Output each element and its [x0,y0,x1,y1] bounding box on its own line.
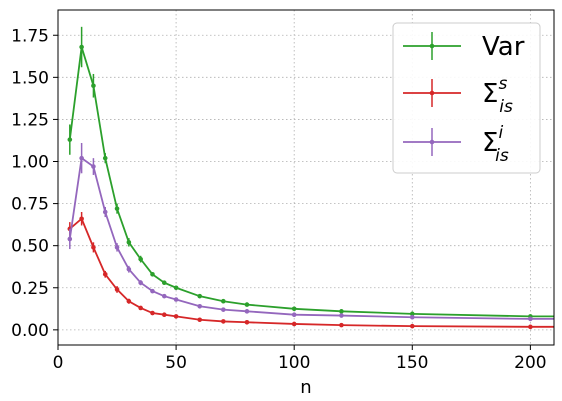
series-0 [67,26,554,319]
data-point [138,256,143,262]
y-tick-label: 1.00 [11,153,49,173]
data-point [114,245,120,250]
legend-label-main: Σ [482,128,498,158]
data-point [173,285,179,291]
data-point [409,314,415,320]
x-axis-label: n [300,377,311,398]
series-2 [67,142,554,322]
x-tick-label: 50 [165,353,187,373]
y-tick-label: 0.00 [11,321,49,341]
x-axis: 0 50 100 150 200 [53,345,547,373]
data-point [150,288,155,294]
plot-frame [57,9,555,346]
data-point [244,302,250,307]
data-point [221,319,226,324]
data-point [197,293,203,299]
legend-label-sub: is [499,97,513,117]
data-point [138,280,143,286]
series-line [68,156,554,320]
series-layer [67,26,554,330]
x-tick-label: 0 [53,353,64,373]
data-point [409,323,415,329]
data-point [102,155,108,161]
y-tick-label: 1.25 [11,110,49,130]
data-point [528,316,533,322]
data-point [161,293,167,299]
data-point [528,324,533,330]
y-tick-label: 1.50 [11,68,49,88]
data-point [150,310,155,316]
legend-label-main: Σ [482,79,498,109]
data-point [67,236,73,242]
series-1 [67,212,554,330]
data-point [161,280,167,286]
series-line [69,217,554,328]
data-point [197,317,203,323]
data-point [339,309,344,314]
data-point [126,240,132,245]
data-point [291,306,297,312]
legend-label: Σi is [482,123,509,166]
y-tick-label: 0.25 [11,279,49,299]
data-point [114,287,120,292]
data-point [150,271,155,277]
data-point [409,311,415,317]
y-tick-label: 0.50 [11,237,49,257]
data-point [221,307,226,312]
data-point [221,298,226,304]
data-point [197,303,203,309]
y-tick-label: 0.75 [11,195,49,215]
series-line [68,46,554,318]
legend-marker [429,139,435,145]
legend-box [392,22,541,174]
x-tick-label: 100 [278,353,310,373]
data-point [67,137,73,142]
data-point [339,322,344,328]
data-point [244,319,250,325]
data-point [161,312,167,317]
legend-label-sub: is [495,146,509,166]
legend-label-sup: s [498,74,507,94]
data-point [291,321,297,327]
data-point [126,266,132,272]
legend-label-sup: i [498,123,503,143]
data-point [291,312,297,317]
data-point [114,206,120,211]
data-point [173,297,179,302]
y-axis: 0.00 0.25 0.50 0.75 1.00 1.25 1.50 1.75 [11,26,58,341]
data-point [138,305,143,311]
data-point [173,314,179,319]
data-point [339,313,344,318]
x-tick-label: 200 [514,353,546,373]
legend-marker [429,43,435,49]
data-point [91,164,96,169]
x-tick-label: 150 [396,353,428,373]
legend-label-main: Var [482,32,525,62]
data-point [102,271,108,277]
data-point [79,216,84,222]
data-point [79,155,84,161]
data-point [102,209,108,215]
data-point [91,83,96,89]
legend-label: Σs is [482,74,513,117]
data-point [126,298,132,304]
data-point [244,309,250,314]
data-point [91,245,96,250]
y-tick-label: 1.75 [11,26,49,46]
legend-label: Var [482,32,525,62]
legend-marker [429,90,435,96]
data-point [79,44,84,50]
